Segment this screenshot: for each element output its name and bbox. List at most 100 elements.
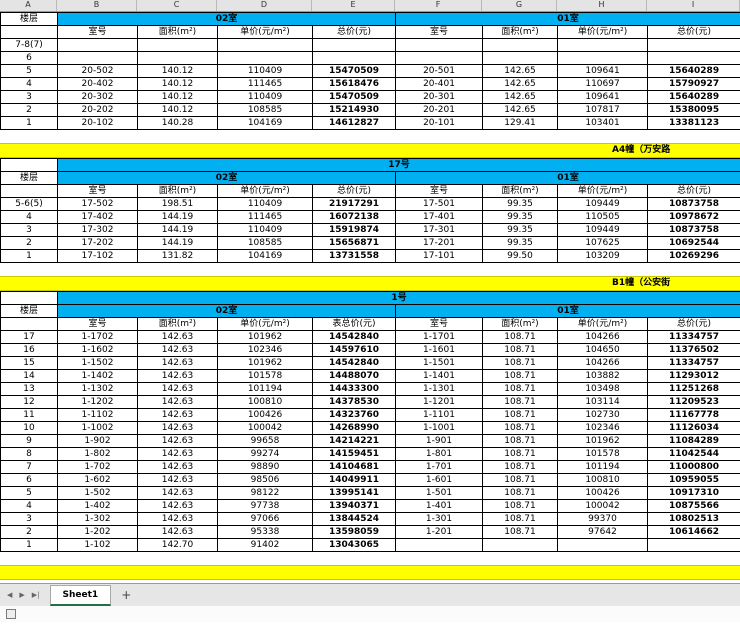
data-cell[interactable] — [395, 38, 484, 52]
total-price-cell[interactable]: 14378530 — [312, 395, 396, 409]
total-price-cell[interactable]: 14159451 — [312, 447, 396, 461]
data-cell[interactable]: 17-501 — [395, 197, 483, 211]
data-cell[interactable]: 97066 — [217, 512, 313, 526]
data-cell[interactable]: 20-302 — [57, 90, 138, 104]
data-cell[interactable]: 109641 — [557, 64, 649, 78]
data-cell[interactable]: 108.71 — [482, 369, 558, 383]
data-cell[interactable] — [482, 38, 559, 52]
cell-blank[interactable] — [0, 317, 58, 331]
floor-cell[interactable]: 1 — [0, 249, 58, 263]
data-cell[interactable] — [557, 538, 648, 552]
floor-cell[interactable]: 17 — [0, 330, 58, 344]
total-price-cell[interactable]: 14268990 — [312, 421, 396, 435]
data-cell[interactable]: 1-202 — [57, 525, 138, 539]
data-cell[interactable]: 142.63 — [137, 486, 218, 500]
total-price-cell[interactable]: 15919874 — [312, 223, 396, 237]
data-cell[interactable]: 103882 — [557, 369, 648, 383]
column-header-cell[interactable]: 单价(元/m²) — [217, 184, 313, 198]
total-price-cell[interactable]: 10978672 — [646, 210, 740, 224]
floor-cell[interactable]: 6 — [0, 51, 58, 65]
data-cell[interactable]: 98506 — [217, 473, 313, 487]
data-cell[interactable]: 142.63 — [137, 525, 218, 539]
data-cell[interactable]: 142.63 — [137, 395, 218, 409]
data-cell[interactable]: 1-1401 — [395, 369, 483, 383]
column-header-cell[interactable]: 单价(元/m²) — [557, 25, 649, 39]
total-price-cell[interactable]: 10959055 — [646, 473, 740, 487]
data-cell[interactable]: 17-101 — [395, 249, 483, 263]
column-header-cell[interactable]: 面积(m²) — [482, 317, 558, 331]
data-cell[interactable]: 1-1101 — [395, 408, 483, 422]
data-cell[interactable]: 108.71 — [482, 486, 558, 500]
data-cell[interactable]: 17-502 — [57, 197, 138, 211]
section-header-02[interactable]: 02室 — [57, 304, 396, 318]
total-price-cell[interactable]: 11126034 — [646, 421, 740, 435]
cell-blank[interactable] — [0, 291, 58, 305]
floor-cell[interactable]: 2 — [0, 103, 58, 117]
column-header-cell[interactable]: 室号 — [57, 25, 138, 39]
data-cell[interactable] — [557, 38, 649, 52]
total-price-cell[interactable]: 10917310 — [646, 486, 740, 500]
tab-nav-prev-icon[interactable]: ◀ — [7, 591, 13, 599]
data-cell[interactable]: 142.63 — [137, 421, 218, 435]
data-cell[interactable]: 20-201 — [395, 103, 484, 117]
data-cell[interactable]: 110409 — [217, 90, 313, 104]
data-cell[interactable]: 17-102 — [57, 249, 138, 263]
data-cell[interactable]: 20-502 — [57, 64, 138, 78]
total-price-cell[interactable]: 14542840 — [312, 356, 396, 370]
data-cell[interactable]: 142.65 — [482, 90, 559, 104]
total-price-cell[interactable]: 14542840 — [312, 330, 396, 344]
total-price-cell[interactable]: 14612827 — [311, 116, 397, 130]
data-cell[interactable]: 1-602 — [57, 473, 138, 487]
sheet-tab-sheet1[interactable]: Sheet1 — [49, 584, 112, 606]
total-price-cell[interactable]: 13731558 — [312, 249, 396, 263]
floor-header[interactable]: 楼层 — [0, 304, 58, 318]
data-cell[interactable]: 99.35 — [482, 223, 558, 237]
data-cell[interactable]: 20-401 — [395, 77, 484, 91]
floor-cell[interactable]: 13 — [0, 382, 58, 396]
floor-cell[interactable]: 5 — [0, 486, 58, 500]
column-header-cell[interactable]: 室号 — [395, 184, 483, 198]
floor-cell[interactable]: 15 — [0, 356, 58, 370]
total-price-cell[interactable]: 11334757 — [646, 330, 740, 344]
column-header-cell[interactable]: 室号 — [57, 317, 138, 331]
cell-blank[interactable] — [0, 184, 58, 198]
data-cell[interactable]: 108585 — [217, 236, 313, 250]
column-header-cell[interactable]: 总价(元) — [646, 184, 740, 198]
data-cell[interactable]: 108.71 — [482, 330, 558, 344]
add-sheet-button[interactable]: + — [121, 588, 132, 602]
data-cell[interactable]: 1-1102 — [57, 408, 138, 422]
data-cell[interactable]: 140.28 — [137, 116, 218, 130]
data-cell[interactable]: 111465 — [217, 77, 313, 91]
data-cell[interactable]: 140.12 — [137, 90, 218, 104]
data-cell[interactable]: 101194 — [557, 460, 648, 474]
data-cell[interactable]: 103401 — [557, 116, 649, 130]
floor-cell[interactable]: 1 — [0, 116, 58, 130]
floor-cell[interactable]: 3 — [0, 512, 58, 526]
data-cell[interactable] — [57, 51, 138, 65]
data-cell[interactable]: 108.71 — [482, 460, 558, 474]
data-cell[interactable]: 100810 — [557, 473, 648, 487]
data-cell[interactable]: 140.12 — [137, 77, 218, 91]
total-price-cell[interactable]: 16072138 — [312, 210, 396, 224]
building-band[interactable]: A4幢（万安路 — [0, 143, 740, 158]
total-price-cell[interactable]: 10802513 — [646, 512, 740, 526]
total-price-cell[interactable] — [647, 51, 740, 65]
data-cell[interactable]: 142.70 — [137, 538, 218, 552]
data-cell[interactable]: 1-1602 — [57, 343, 138, 357]
total-price-cell[interactable] — [311, 51, 397, 65]
data-cell[interactable]: 108.71 — [482, 447, 558, 461]
total-price-cell[interactable]: 10614662 — [646, 525, 740, 539]
data-cell[interactable]: 103498 — [557, 382, 648, 396]
data-cell[interactable]: 142.63 — [137, 382, 218, 396]
total-price-cell[interactable]: 15790927 — [647, 77, 740, 91]
total-price-cell[interactable]: 15618476 — [311, 77, 397, 91]
data-cell[interactable]: 142.63 — [137, 499, 218, 513]
column-header-cell[interactable]: 单价(元/m²) — [557, 317, 648, 331]
data-cell[interactable]: 17-201 — [395, 236, 483, 250]
data-cell[interactable]: 110409 — [217, 197, 313, 211]
data-cell[interactable]: 1-1001 — [395, 421, 483, 435]
data-cell[interactable]: 129.41 — [482, 116, 559, 130]
floor-cell[interactable]: 7 — [0, 460, 58, 474]
column-header-cell[interactable]: 面积(m²) — [137, 184, 218, 198]
data-cell[interactable]: 101578 — [557, 447, 648, 461]
